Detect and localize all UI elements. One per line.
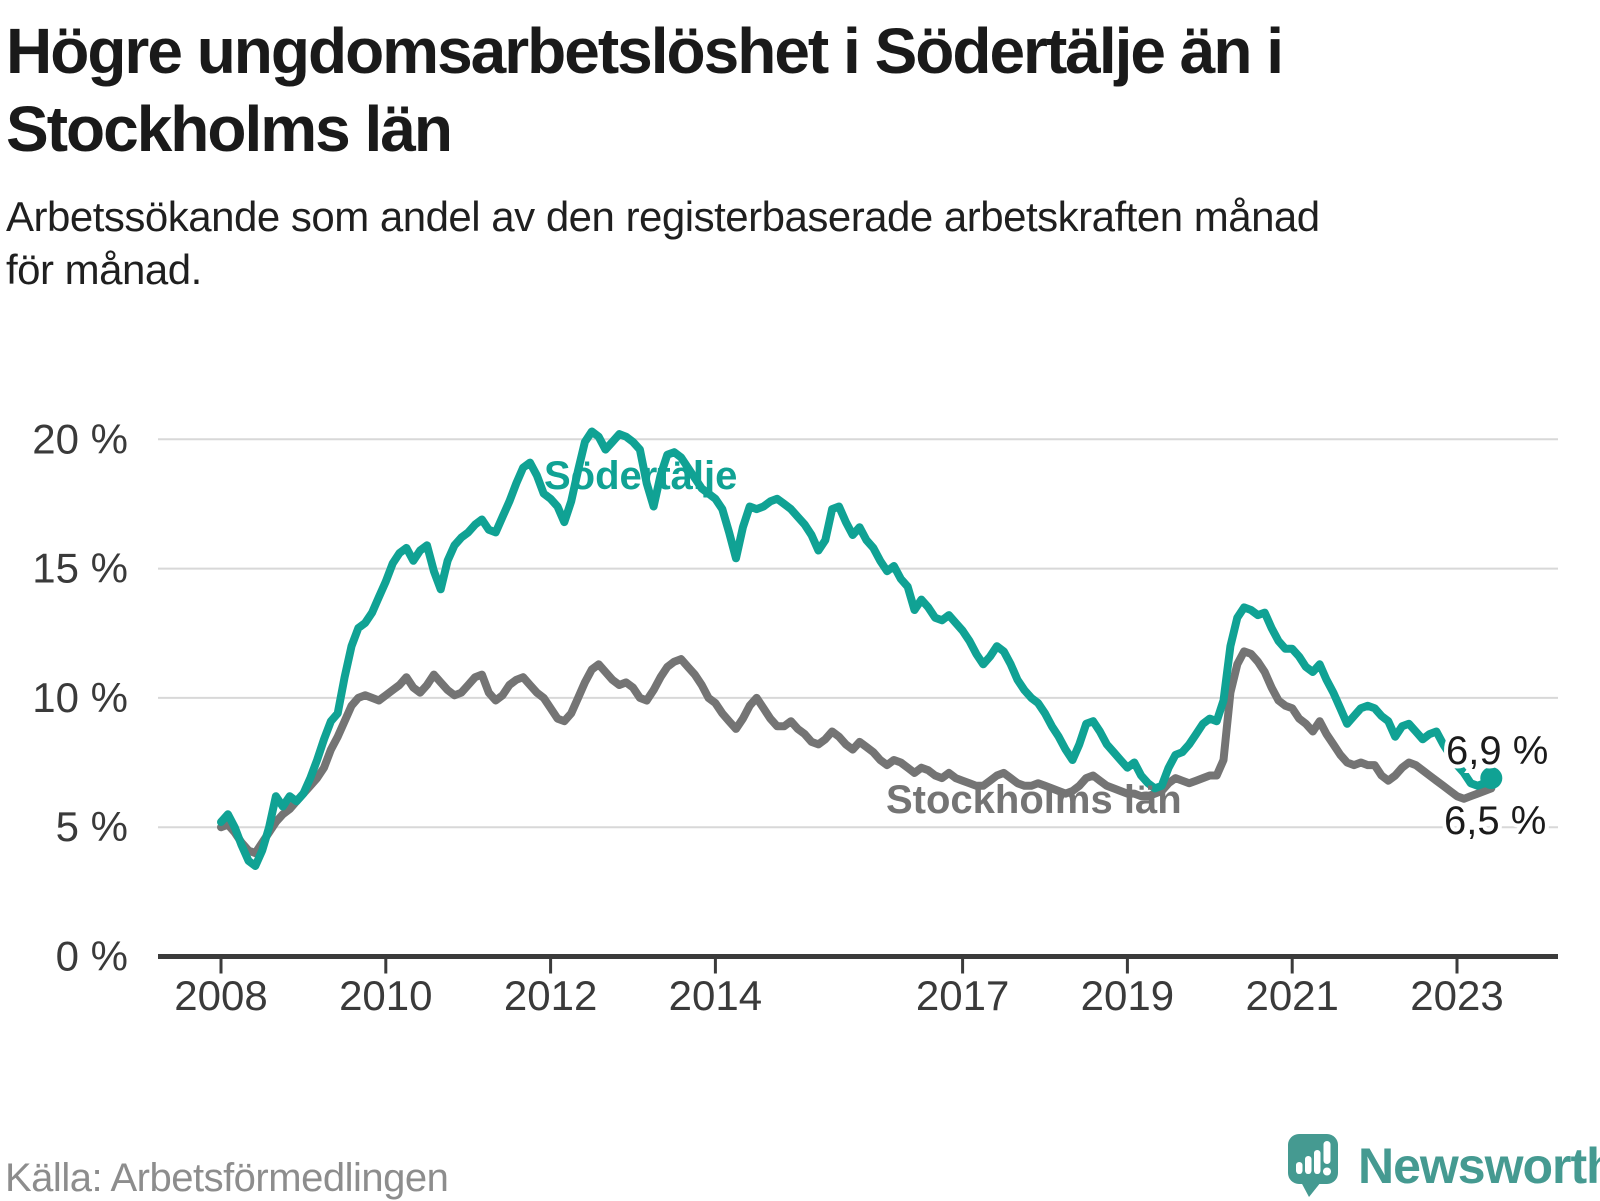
series-label-stockholms-lan: Stockholms län: [886, 778, 1182, 822]
x-axis-label-2010: 2010: [339, 972, 432, 1019]
series-line-s-dert-lje: [217, 427, 1496, 870]
chart-subtitle-line-2: för månad.: [6, 246, 202, 293]
series-end-dot-s-dert-lje: [1480, 767, 1503, 790]
end-value-stockholms-lan: 6,5 %: [1444, 799, 1546, 843]
logo-wordmark: Newsworthy: [1358, 1138, 1600, 1194]
chart-title-line-1: Högre ungdomsarbetslöshet i Södertälje ä…: [6, 15, 1284, 87]
x-axis-label-2021: 2021: [1245, 972, 1338, 1019]
speech-bubble-chart-icon: [1288, 1134, 1338, 1197]
x-axis-label-2017: 2017: [916, 972, 1009, 1019]
chart-subtitle-line-1: Arbetssökande som andel av den registerb…: [6, 193, 1320, 240]
chart-layer: 0 % 5 % 10 % 15 % 20 % 2008 2010 2012 2014 2017 20…: [32, 415, 1558, 1019]
x-axis-label-2008: 2008: [174, 972, 267, 1019]
series-label-sodertalje: Södertälje: [544, 454, 737, 498]
x-axis-label-2014: 2014: [669, 972, 762, 1019]
series-line-stockholms-l-n: [217, 647, 1496, 858]
y-axis-label-10pct: 10 %: [32, 674, 128, 721]
chart-title: Högre ungdomsarbetslöshet i Södertälje ä…: [6, 12, 1506, 168]
y-axis-label-15pct: 15 %: [32, 545, 128, 592]
y-axis-label-0pct: 0 %: [56, 933, 128, 980]
chart-subtitle: Arbetssökande som andel av den registerb…: [6, 190, 1546, 296]
x-axis-label-2012: 2012: [504, 972, 597, 1019]
y-axis-label-20pct: 20 %: [32, 415, 128, 462]
x-axis-label-2023: 2023: [1410, 972, 1503, 1019]
source-note: Källa: Arbetsförmedlingen: [5, 1156, 449, 1200]
end-value-sodertalje: 6,9 %: [1446, 729, 1548, 773]
y-axis-label-5pct: 5 %: [56, 803, 128, 850]
newsworthy-logo: Newsworthy: [1288, 1134, 1600, 1198]
chart-title-line-2: Stockholms län: [6, 93, 453, 165]
x-axis-label-2019: 2019: [1081, 972, 1174, 1019]
